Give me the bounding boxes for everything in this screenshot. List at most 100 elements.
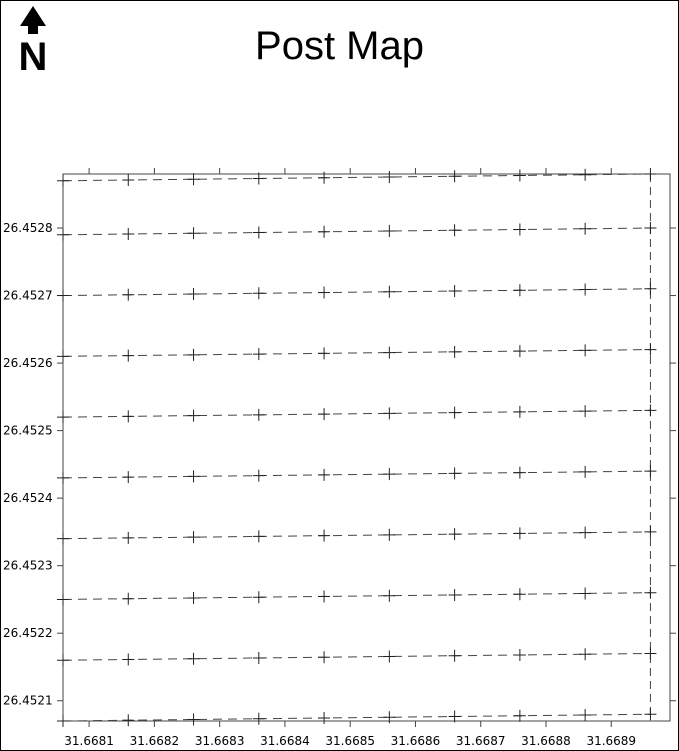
post-marker	[187, 713, 200, 726]
post-row-line	[62, 173, 651, 182]
post-marker	[448, 649, 461, 662]
post-marker	[252, 651, 265, 664]
post-marker	[383, 528, 396, 541]
post-marker	[513, 527, 526, 540]
x-tick-label: 31.6689	[586, 734, 636, 748]
post-marker	[318, 590, 331, 603]
post-row-line	[62, 470, 651, 479]
post-row-line	[62, 227, 651, 236]
x-tick-label: 31.6682	[130, 734, 180, 748]
post-marker	[57, 228, 69, 241]
post-marker	[57, 654, 69, 667]
post-marker	[122, 653, 135, 666]
post-marker	[383, 171, 396, 184]
x-tick-label: 31.6681	[64, 734, 114, 748]
post-marker	[513, 466, 526, 479]
y-tick-label: 26.4525	[3, 424, 53, 438]
post-row-line	[62, 592, 651, 600]
post-row-line	[62, 409, 651, 418]
x-tick-label: 31.6688	[521, 734, 571, 748]
post-marker	[383, 468, 396, 481]
post-marker	[122, 410, 135, 423]
post-marker	[57, 471, 69, 484]
post-marker	[644, 708, 657, 721]
post-marker	[513, 284, 526, 297]
post-marker	[383, 711, 396, 724]
post-marker	[383, 346, 396, 359]
post-marker	[448, 345, 461, 358]
post-marker	[644, 525, 657, 538]
post-marker	[122, 174, 135, 187]
post-marker	[252, 408, 265, 421]
x-tick-label: 31.6683	[195, 734, 245, 748]
post-marker	[318, 347, 331, 360]
post-marker	[187, 470, 200, 483]
post-marker	[448, 406, 461, 419]
post-marker	[252, 287, 265, 300]
post-row-line	[62, 713, 651, 722]
post-marker	[579, 283, 592, 296]
x-tick-label: 31.6686	[391, 734, 441, 748]
post-marker	[644, 343, 657, 356]
north-arrow: N	[10, 6, 56, 79]
y-tick-label: 26.4521	[3, 694, 53, 708]
y-tick-label: 26.4524	[3, 491, 53, 505]
post-marker	[579, 648, 592, 661]
post-row-line	[62, 288, 651, 297]
post-marker	[644, 586, 657, 599]
plot-border	[62, 173, 671, 722]
post-marker	[644, 222, 657, 235]
post-marker	[448, 224, 461, 237]
north-letter: N	[19, 35, 48, 72]
post-row-line	[62, 349, 651, 357]
post-marker	[318, 225, 331, 238]
post-row-line	[62, 531, 651, 540]
post-marker	[318, 408, 331, 421]
post-marker	[513, 169, 526, 182]
post-marker	[187, 591, 200, 604]
post-marker	[513, 588, 526, 601]
post-marker	[513, 709, 526, 722]
post-marker	[513, 405, 526, 418]
post-marker	[383, 650, 396, 663]
post-marker	[57, 715, 69, 727]
post-marker	[448, 285, 461, 298]
post-marker	[644, 168, 657, 180]
y-tick-label: 26.4523	[3, 559, 53, 573]
post-marker	[318, 651, 331, 664]
post-marker	[252, 469, 265, 482]
x-tick-label: 31.6687	[456, 734, 506, 748]
y-tick-label: 26.4526	[3, 356, 53, 370]
north-arrow-icon: N	[19, 6, 48, 79]
post-marker	[187, 227, 200, 240]
x-tick-label: 31.6685	[325, 734, 375, 748]
post-marker	[187, 288, 200, 301]
post-marker	[57, 174, 69, 187]
post-marker	[579, 526, 592, 539]
post-row-line	[62, 652, 651, 661]
post-marker	[513, 648, 526, 661]
post-marker	[318, 711, 331, 724]
post-marker	[579, 465, 592, 478]
post-marker	[448, 170, 461, 183]
post-marker	[122, 288, 135, 301]
post-marker	[122, 714, 135, 727]
post-marker	[448, 467, 461, 480]
post-marker	[644, 465, 657, 478]
post-marker	[579, 344, 592, 357]
x-tick-label: 31.6684	[260, 734, 310, 748]
post-marker	[252, 530, 265, 543]
map-title: Post Map	[255, 24, 424, 68]
post-marker	[513, 223, 526, 236]
post-marker	[383, 589, 396, 602]
y-tick-label: 26.4528	[3, 221, 53, 235]
post-marker	[252, 712, 265, 725]
post-marker	[57, 411, 69, 424]
post-marker	[644, 282, 657, 295]
post-marker	[122, 592, 135, 605]
post-marker	[122, 471, 135, 484]
post-marker	[448, 710, 461, 723]
y-tick-label: 26.4522	[3, 626, 53, 640]
post-marker	[318, 529, 331, 542]
